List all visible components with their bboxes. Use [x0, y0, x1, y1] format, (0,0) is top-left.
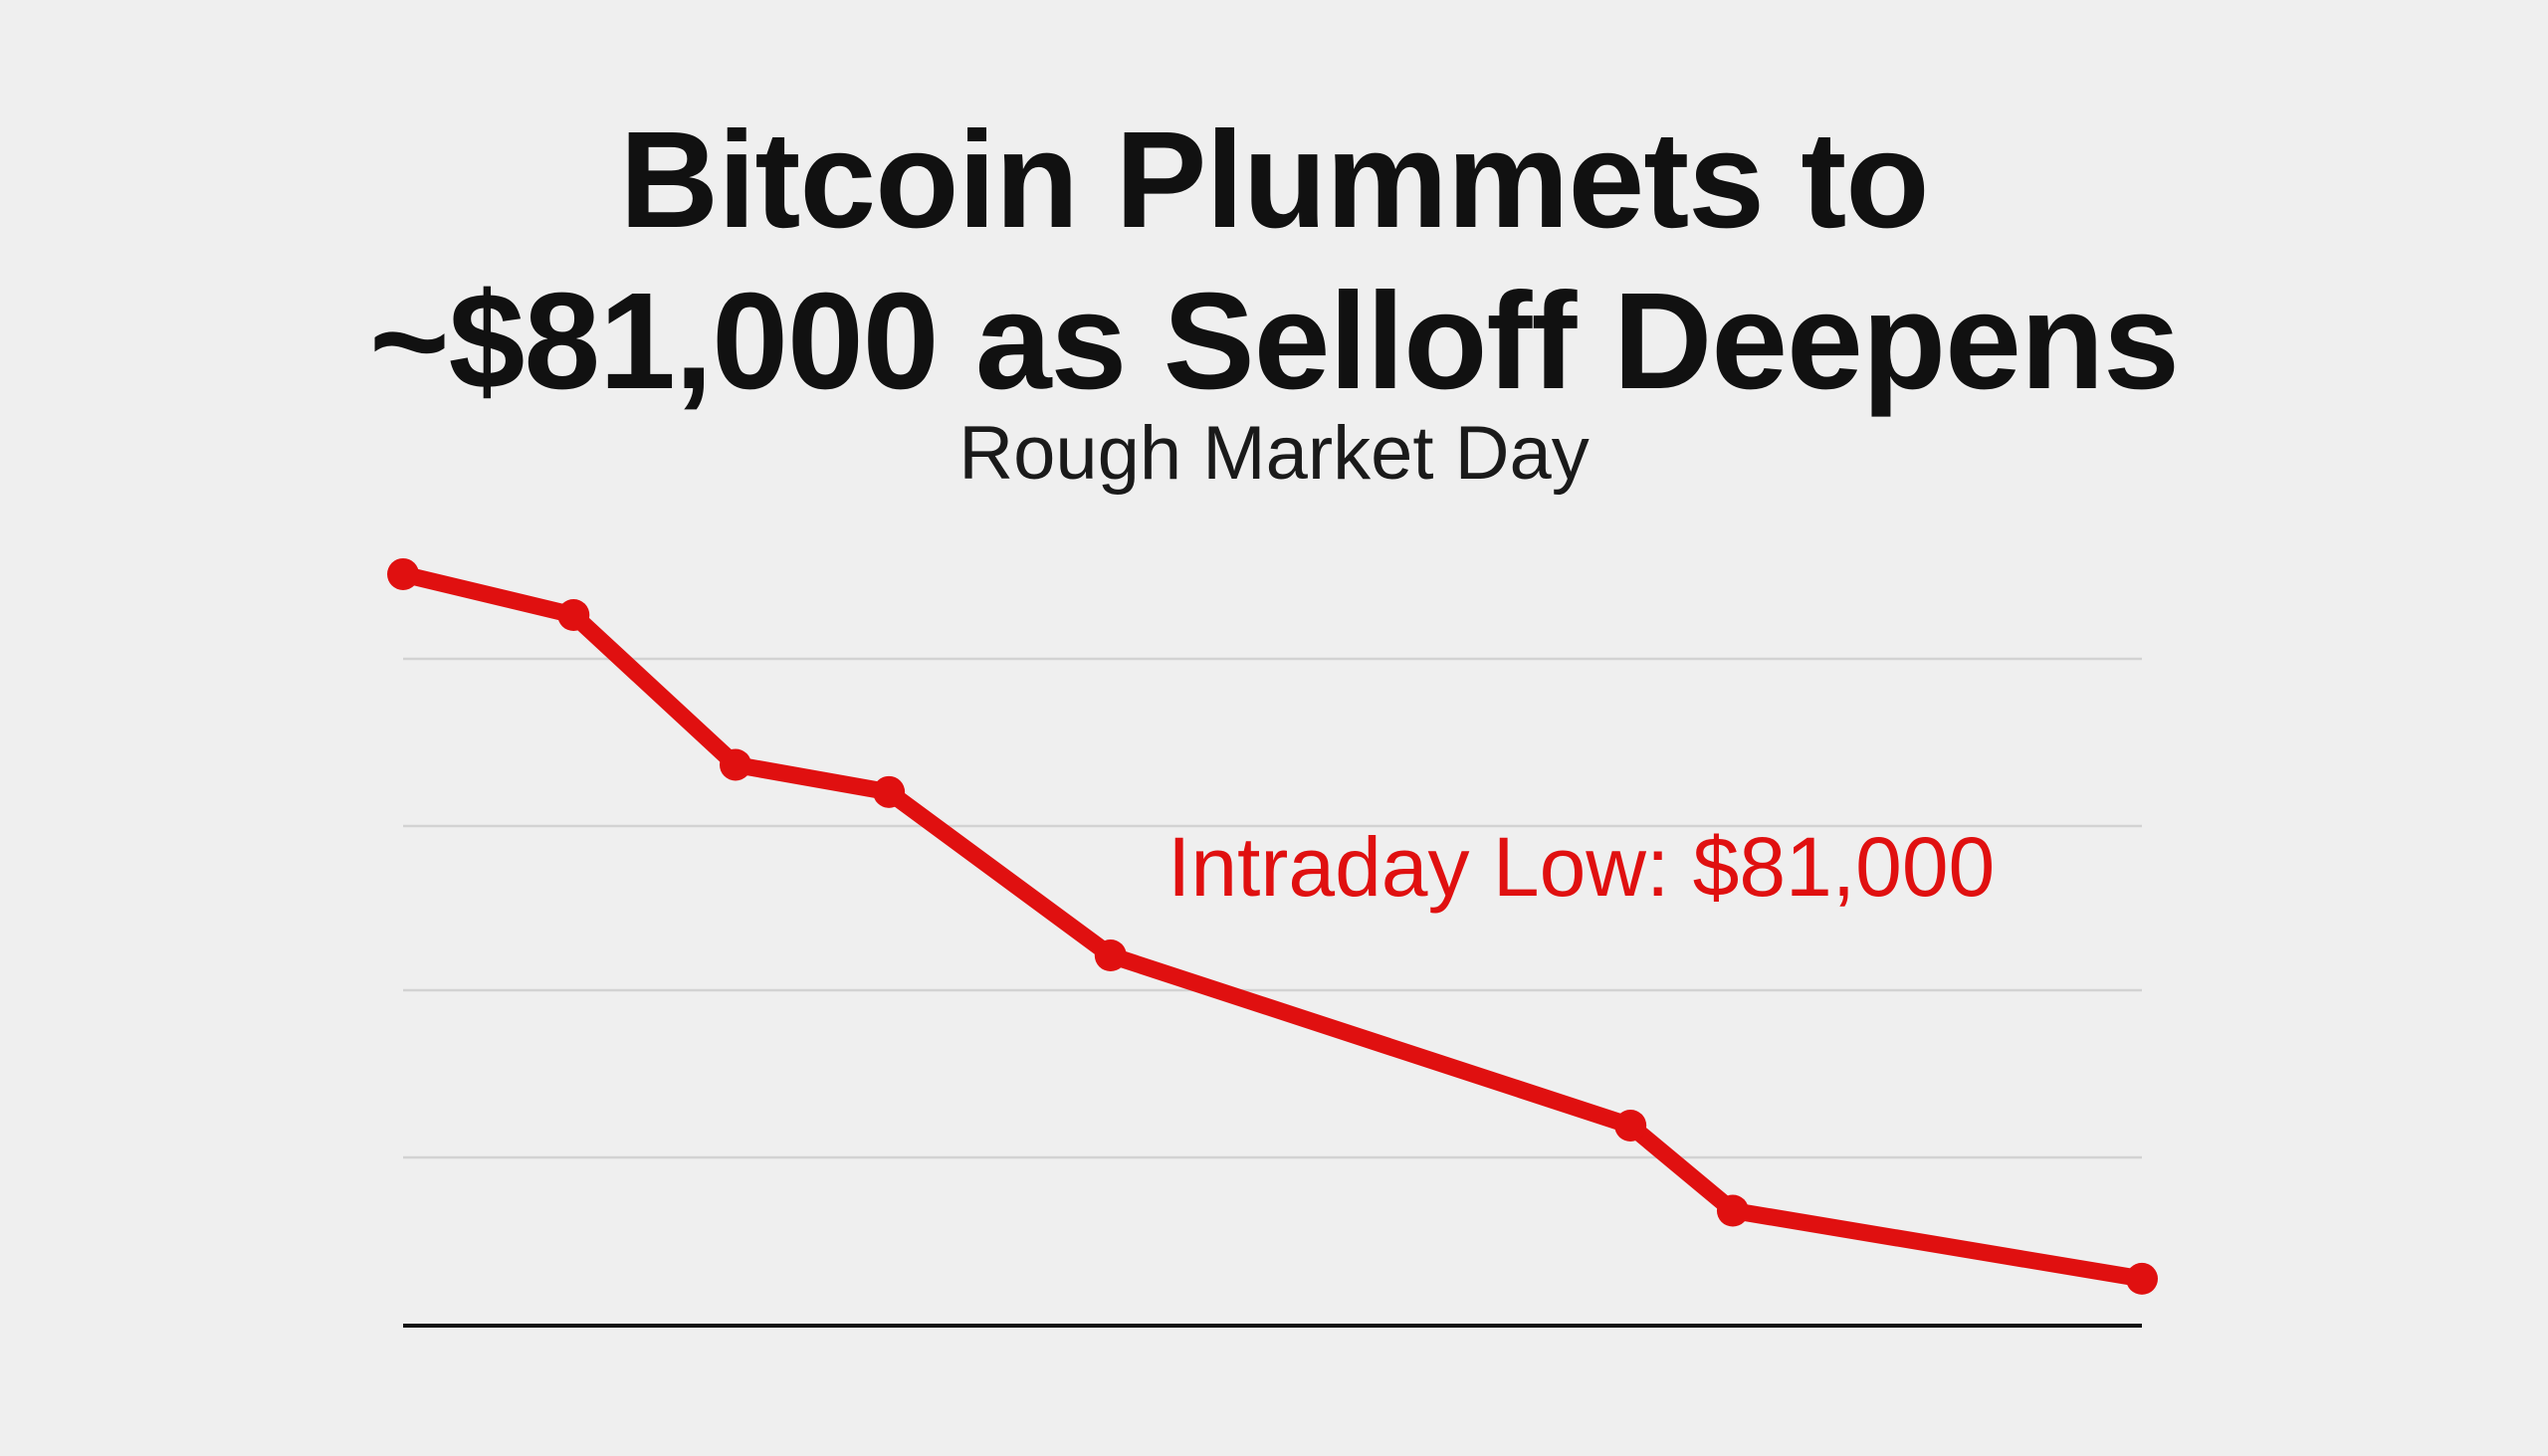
- chart-title-line-2: ~$81,000 as Selloff Deepens: [369, 265, 2180, 418]
- data-point-4: [873, 775, 906, 808]
- data-point-3: [719, 748, 751, 781]
- data-point-5: [1094, 939, 1127, 971]
- gridlines: [403, 657, 2142, 1159]
- intraday-low-annotation: Intraday Low: $81,000: [1168, 820, 1995, 914]
- series-line: [394, 565, 2151, 1288]
- data-point-6: [1614, 1110, 1647, 1142]
- chart-subtitle: Rough Market Day: [958, 411, 1590, 496]
- chart-title-line-1: Bitcoin Plummets to: [619, 104, 1929, 257]
- chart-title: Bitcoin Plummets to ~$81,000 as Selloff …: [0, 100, 2548, 422]
- data-point-7: [1716, 1194, 1749, 1227]
- data-point-2: [557, 599, 590, 631]
- data-point-8: [2126, 1262, 2158, 1295]
- data-points: [387, 557, 2158, 1295]
- data-point-1: [387, 557, 419, 590]
